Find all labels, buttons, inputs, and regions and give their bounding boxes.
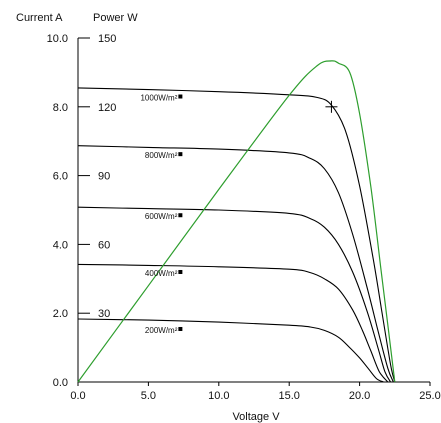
y2-tick-label: 150 [98, 33, 116, 45]
labels-layer: 1000W/m² 800W/m² 600W/m² 400W/m² 200W/m² [140, 94, 338, 335]
x-tick-label: 20.0 [349, 390, 370, 402]
iv-curve-3 [77, 263, 389, 383]
iv-curve-0 [77, 87, 396, 383]
y-axis-title-current: Current A [16, 12, 63, 24]
iv-curve-1 [77, 145, 394, 383]
series-layer [77, 60, 396, 383]
x-tick-label: 15.0 [278, 390, 299, 402]
x-tick-label: 5.0 [141, 390, 156, 402]
label-marker [178, 269, 183, 274]
y2-tick-label: 120 [98, 102, 116, 114]
y-axis-title-power: Power W [93, 12, 138, 24]
y2-tick-label: 30 [98, 308, 110, 320]
axes: 0.0 5.0 10.0 15.0 20.0 25.0 0.0 2.0 4.0 6.0 8.0 10.… [47, 33, 441, 402]
label-marker [178, 152, 183, 157]
iv-curve-2 [77, 206, 392, 383]
iv-curve-4 [77, 318, 384, 383]
y-tick-label: 0.0 [53, 377, 68, 389]
irradiance-label: 200W/m² [145, 326, 178, 335]
power-curve [77, 60, 396, 383]
y2-tick-label: 90 [98, 171, 110, 183]
x-tick-label: 10.0 [208, 390, 229, 402]
irradiance-label: 800W/m² [145, 151, 178, 160]
y-tick-label: 4.0 [53, 239, 68, 251]
x-axis-title: Voltage V [232, 411, 280, 423]
y-tick-label: 6.0 [53, 171, 68, 183]
label-marker [178, 213, 183, 218]
y-tick-label: 8.0 [53, 102, 68, 114]
y2-tick-label: 60 [98, 239, 110, 251]
x-tick-label: 25.0 [419, 390, 440, 402]
label-marker [178, 326, 183, 331]
irradiance-label: 400W/m² [145, 269, 178, 278]
label-marker [178, 94, 183, 99]
irradiance-label: 1000W/m² [140, 94, 177, 103]
irradiance-label: 600W/m² [145, 212, 178, 221]
y-tick-label: 2.0 [53, 308, 68, 320]
y-tick-label: 10.0 [47, 33, 68, 45]
x-tick-label: 0.0 [70, 390, 85, 402]
